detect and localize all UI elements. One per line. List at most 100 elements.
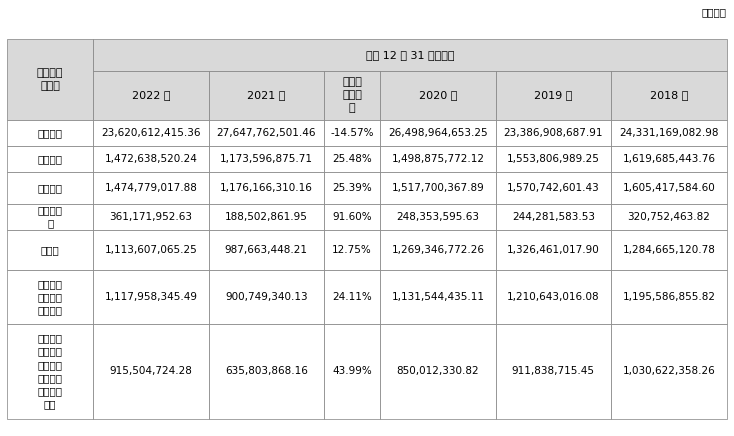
- Text: 1,498,875,772.12: 1,498,875,772.12: [391, 154, 484, 164]
- Text: 23,386,908,687.91: 23,386,908,687.91: [504, 128, 603, 138]
- Bar: [324, 204, 380, 230]
- Text: 1,553,806,989.25: 1,553,806,989.25: [507, 154, 600, 164]
- Bar: [7, 230, 93, 270]
- Text: 1,570,742,601.43: 1,570,742,601.43: [507, 183, 600, 193]
- Bar: [495, 146, 611, 172]
- Text: 2018 年: 2018 年: [650, 90, 688, 100]
- Text: 2021 年: 2021 年: [247, 90, 286, 100]
- Text: 净利润: 净利润: [41, 245, 59, 255]
- Text: 26,498,964,653.25: 26,498,964,653.25: [388, 128, 487, 138]
- Text: 24.11%: 24.11%: [333, 292, 372, 302]
- Bar: [208, 324, 324, 419]
- Bar: [611, 204, 727, 230]
- Bar: [380, 119, 495, 146]
- Bar: [324, 324, 380, 419]
- Bar: [611, 71, 727, 119]
- Text: 2019 年: 2019 年: [534, 90, 573, 100]
- Bar: [324, 119, 380, 146]
- Text: 1,474,779,017.88: 1,474,779,017.88: [104, 183, 197, 193]
- Bar: [380, 324, 495, 419]
- Bar: [7, 39, 93, 119]
- Bar: [93, 39, 727, 71]
- Bar: [324, 71, 380, 119]
- Text: 税前利润: 税前利润: [37, 183, 62, 193]
- Text: 25.39%: 25.39%: [333, 183, 372, 193]
- Text: 1,176,166,310.16: 1,176,166,310.16: [220, 183, 313, 193]
- Bar: [611, 324, 727, 419]
- Bar: [93, 230, 208, 270]
- Bar: [324, 146, 380, 172]
- Text: 320,752,463.82: 320,752,463.82: [628, 211, 711, 221]
- Text: 900,749,340.13: 900,749,340.13: [225, 292, 308, 302]
- Bar: [495, 71, 611, 119]
- Bar: [380, 204, 495, 230]
- Text: 营业利润: 营业利润: [37, 154, 62, 164]
- Bar: [7, 324, 93, 419]
- Bar: [208, 172, 324, 204]
- Bar: [495, 270, 611, 324]
- Text: 1,619,685,443.76: 1,619,685,443.76: [622, 154, 716, 164]
- Text: 合并利润
表项目: 合并利润 表项目: [37, 68, 63, 91]
- Bar: [7, 204, 93, 230]
- Bar: [611, 270, 727, 324]
- Text: 1,517,700,367.89: 1,517,700,367.89: [391, 183, 484, 193]
- Text: 635,803,868.16: 635,803,868.16: [225, 366, 308, 376]
- Text: 188,502,861.95: 188,502,861.95: [225, 211, 308, 221]
- Text: 24,331,169,082.98: 24,331,169,082.98: [619, 128, 719, 138]
- Text: 1,173,596,875.71: 1,173,596,875.71: [220, 154, 313, 164]
- Bar: [93, 146, 208, 172]
- Bar: [93, 204, 208, 230]
- Bar: [208, 204, 324, 230]
- Text: 归属于上
市公司股
东的扣除
非经常性
损益的净
利润: 归属于上 市公司股 东的扣除 非经常性 损益的净 利润: [37, 334, 62, 409]
- Bar: [208, 146, 324, 172]
- Text: 1,117,958,345.49: 1,117,958,345.49: [104, 292, 197, 302]
- Bar: [380, 146, 495, 172]
- Text: -14.57%: -14.57%: [330, 128, 374, 138]
- Text: 911,838,715.45: 911,838,715.45: [512, 366, 595, 376]
- Bar: [495, 230, 611, 270]
- Text: 987,663,448.21: 987,663,448.21: [225, 245, 308, 255]
- Bar: [208, 270, 324, 324]
- Text: 2022 年: 2022 年: [131, 90, 170, 100]
- Text: 91.60%: 91.60%: [333, 211, 372, 221]
- Bar: [611, 172, 727, 204]
- Text: 244,281,583.53: 244,281,583.53: [512, 211, 595, 221]
- Text: 单位：元: 单位：元: [702, 7, 727, 17]
- Bar: [93, 119, 208, 146]
- Bar: [380, 172, 495, 204]
- Bar: [93, 172, 208, 204]
- Text: 25.48%: 25.48%: [333, 154, 372, 164]
- Bar: [208, 71, 324, 119]
- Bar: [495, 324, 611, 419]
- Text: 27,647,762,501.46: 27,647,762,501.46: [217, 128, 316, 138]
- Text: 营业收入: 营业收入: [37, 128, 62, 138]
- Bar: [93, 324, 208, 419]
- Bar: [93, 270, 208, 324]
- Text: 1,326,461,017.90: 1,326,461,017.90: [507, 245, 600, 255]
- Text: 43.99%: 43.99%: [333, 366, 372, 376]
- Text: 截至 12 月 31 日止年度: 截至 12 月 31 日止年度: [366, 50, 454, 60]
- Text: 1,472,638,520.24: 1,472,638,520.24: [104, 154, 197, 164]
- Bar: [324, 270, 380, 324]
- Text: 归属上市
公司股东
的净利润: 归属上市 公司股东 的净利润: [37, 279, 62, 315]
- Text: 915,504,724.28: 915,504,724.28: [109, 366, 192, 376]
- Text: 1,113,607,065.25: 1,113,607,065.25: [104, 245, 197, 255]
- Bar: [93, 71, 208, 119]
- Text: 所得税费
用: 所得税费 用: [37, 205, 62, 228]
- Bar: [495, 172, 611, 204]
- Text: 850,012,330.82: 850,012,330.82: [396, 366, 479, 376]
- Text: 248,353,595.63: 248,353,595.63: [396, 211, 479, 221]
- Bar: [7, 270, 93, 324]
- Text: 2020 年: 2020 年: [418, 90, 457, 100]
- Bar: [380, 71, 495, 119]
- Text: 1,605,417,584.60: 1,605,417,584.60: [622, 183, 715, 193]
- Text: 1,030,622,358.26: 1,030,622,358.26: [622, 366, 715, 376]
- Bar: [324, 172, 380, 204]
- Text: 1,195,586,855.82: 1,195,586,855.82: [622, 292, 716, 302]
- Text: 12.75%: 12.75%: [333, 245, 372, 255]
- Bar: [208, 119, 324, 146]
- Bar: [495, 119, 611, 146]
- Text: 1,210,643,016.08: 1,210,643,016.08: [507, 292, 600, 302]
- Bar: [324, 230, 380, 270]
- Bar: [7, 146, 93, 172]
